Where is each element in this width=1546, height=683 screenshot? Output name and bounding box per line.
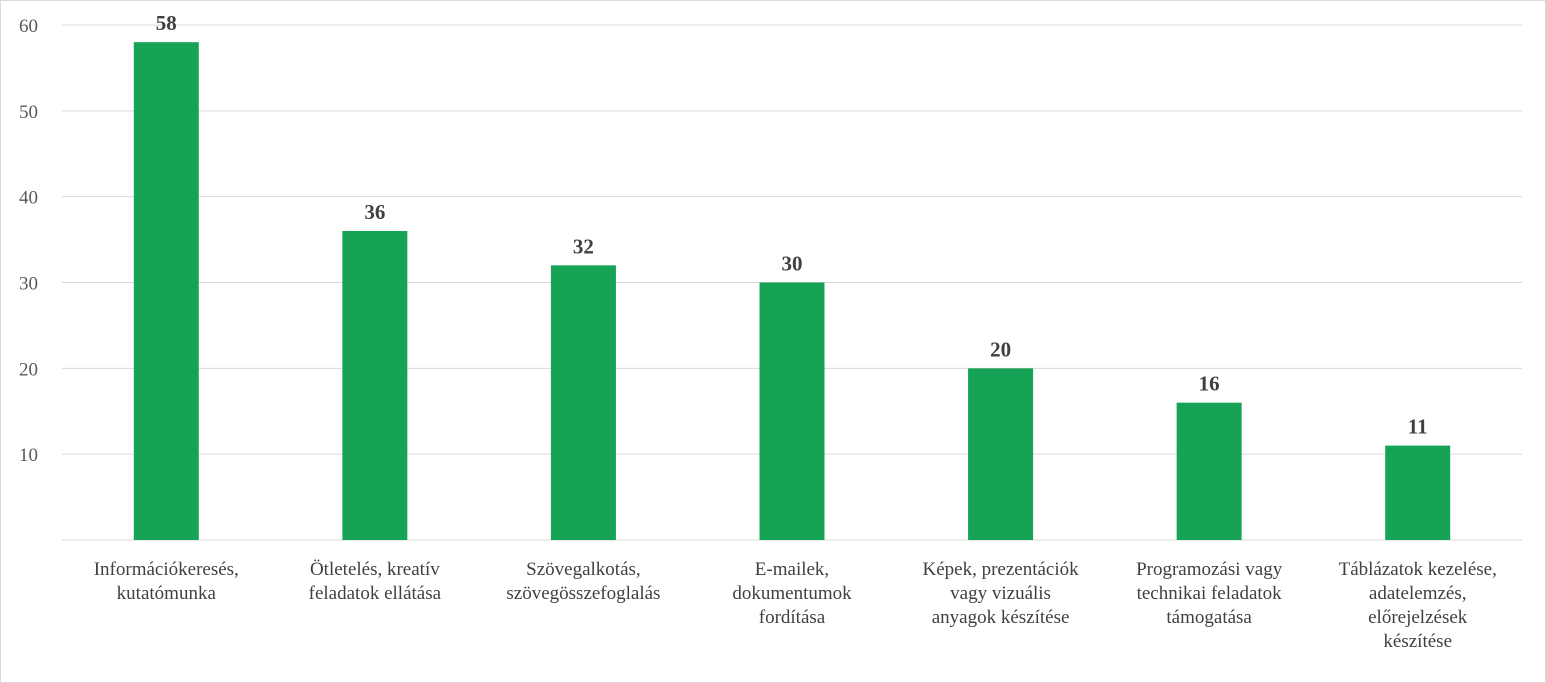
- data-label: 30: [782, 252, 803, 276]
- x-category-label: Képek, prezentációk vagy vizuális anyagok …: [923, 559, 1080, 628]
- data-label: 11: [1408, 415, 1428, 439]
- bar: [550, 265, 616, 540]
- data-label: 16: [1199, 372, 1220, 396]
- bar: [1176, 402, 1242, 540]
- x-category-label: Információkeresés, kutatómunka: [94, 559, 239, 604]
- data-label: 58: [156, 11, 177, 35]
- x-category-label: Ötletelés, kreatív feladatok ellátása: [309, 559, 442, 604]
- bar: [1385, 445, 1451, 540]
- x-category-label: Táblázatok kezelése, adatelemzés, előrejel…: [1339, 559, 1497, 652]
- bar: [968, 368, 1034, 540]
- y-tick-label: 20: [19, 359, 38, 380]
- bar: [759, 282, 825, 540]
- y-tick-label: 30: [19, 274, 38, 295]
- x-category-label: Programozási vagy technikai feladatok támo…: [1136, 559, 1283, 628]
- x-category-label: Szövegalkotás, szövegösszefoglalás: [506, 559, 660, 604]
- y-tick-label: 40: [19, 188, 38, 209]
- data-label: 36: [364, 200, 385, 224]
- bar: [133, 42, 199, 541]
- y-tick-label: 60: [19, 16, 38, 37]
- y-tick-label: 50: [19, 102, 38, 123]
- x-category-label: E-mailek, dokumentumok fordítása: [732, 559, 852, 628]
- data-label: 32: [573, 234, 594, 258]
- y-tick-label: 10: [19, 445, 38, 466]
- bar: [342, 231, 408, 540]
- data-label: 20: [990, 337, 1011, 361]
